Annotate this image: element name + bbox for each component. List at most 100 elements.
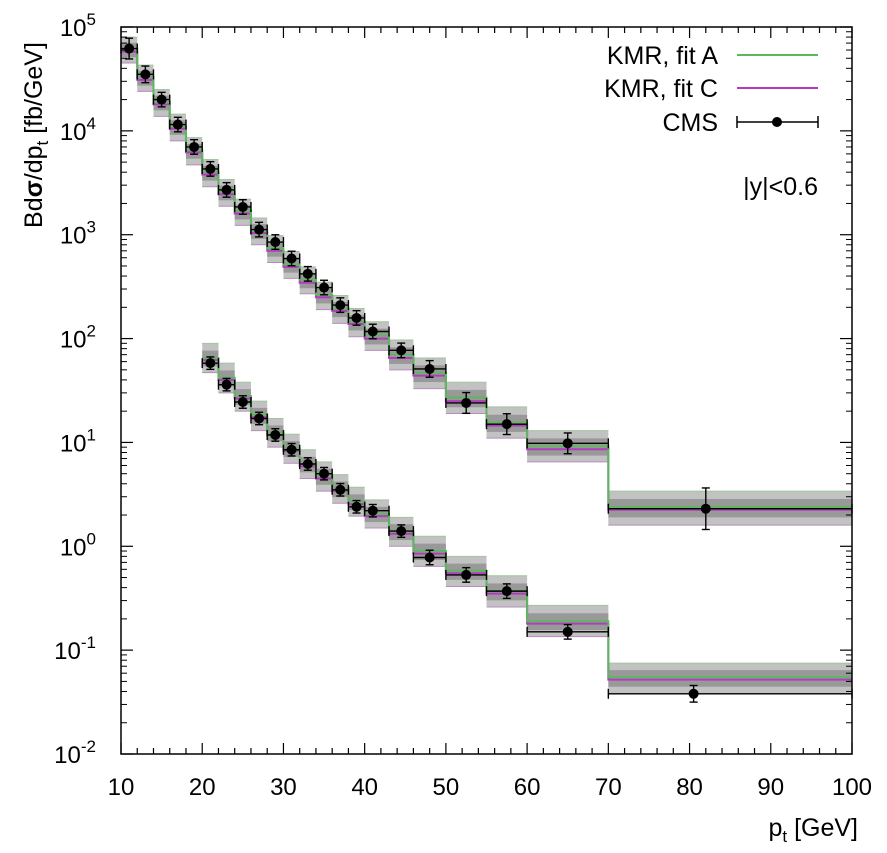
cms-marker	[302, 268, 313, 279]
cms-marker	[302, 458, 313, 469]
cms-marker	[424, 363, 435, 374]
cms-point-lower	[347, 499, 366, 514]
fit-c-line-upper	[121, 50, 852, 511]
cms-marker	[562, 626, 573, 637]
y-tick-label: 10-1	[54, 633, 96, 665]
cms-marker	[286, 444, 297, 455]
cms-marker	[319, 468, 330, 479]
cms-marker	[351, 501, 362, 512]
cms-marker	[700, 503, 711, 514]
cms-marker	[367, 505, 378, 516]
cms-marker	[124, 43, 135, 54]
x-tick-label: 60	[514, 774, 541, 801]
cms-point-upper	[363, 323, 390, 340]
cms-point-lower	[266, 428, 285, 442]
y-axis-label: Bdσ/dpt [fb/GeV]	[20, 42, 52, 228]
cms-point-upper	[201, 160, 220, 177]
cms-marker	[461, 397, 472, 408]
x-tick-label: 70	[595, 774, 622, 801]
y-tick-label: 101	[60, 425, 96, 457]
cms-marker	[156, 94, 167, 105]
cms-marker	[351, 312, 362, 323]
cms-point-lower	[298, 457, 317, 471]
cms-marker	[205, 358, 216, 369]
cms-point-lower	[526, 623, 610, 640]
cms-point-lower	[234, 395, 252, 409]
cms-point-lower	[412, 549, 447, 566]
cms-point-upper	[169, 116, 187, 133]
cms-marker	[367, 326, 378, 337]
cms-point-lower	[250, 411, 268, 426]
x-tick-label: 10	[108, 774, 135, 801]
cms-point-upper	[485, 413, 528, 436]
cms-point-lower	[331, 482, 350, 497]
cms-point-upper	[136, 65, 155, 84]
cms-point-lower	[282, 442, 301, 457]
cms-marker	[221, 379, 232, 390]
cms-point-upper	[250, 221, 268, 238]
cms-points	[120, 37, 853, 703]
cms-point-upper	[331, 297, 350, 314]
cms-marker	[172, 119, 183, 130]
band-inner-lower	[608, 670, 852, 687]
x-axis-ticks: 10 20 30 40 50 60 70 80 90 100	[108, 27, 872, 801]
cms-point-lower	[315, 466, 333, 481]
cms-point-upper	[445, 391, 488, 415]
cms-marker	[396, 345, 407, 356]
y-tick-label: 105	[60, 10, 96, 42]
legend-label-fit-a: KMR, fit A	[607, 42, 718, 70]
cms-marker	[396, 526, 407, 537]
y-tick-label: 103	[60, 218, 96, 250]
cms-marker	[237, 201, 248, 212]
legend: KMR, fit A KMR, fit C CMS	[604, 42, 819, 137]
cms-marker	[254, 224, 265, 235]
cms-point-lower	[388, 524, 415, 539]
plot-frame	[120, 26, 853, 755]
y-tick-label: 102	[60, 322, 96, 354]
cms-point-lower	[363, 503, 390, 518]
cms-marker	[270, 429, 281, 440]
cms-point-upper	[234, 198, 252, 215]
cms-marker	[237, 397, 248, 408]
cms-marker	[501, 586, 512, 597]
cms-marker	[501, 419, 512, 430]
cms-point-lower	[445, 566, 488, 583]
cms-point-upper	[185, 138, 203, 155]
cms-marker	[221, 184, 232, 195]
x-tick-label: 30	[270, 774, 297, 801]
cms-marker	[424, 552, 435, 563]
x-tick-label: 80	[676, 774, 703, 801]
cms-point-upper	[282, 250, 301, 267]
y-tick-label: 100	[60, 529, 96, 561]
x-tick-label: 90	[757, 774, 784, 801]
cms-point-upper	[152, 91, 171, 108]
cms-point-upper	[315, 279, 333, 296]
cms-marker	[189, 141, 200, 152]
x-tick-label: 40	[351, 774, 378, 801]
x-tick-label: 50	[433, 774, 460, 801]
cms-point-upper	[412, 359, 447, 378]
cms-marker	[140, 69, 151, 80]
cms-point-upper	[388, 342, 415, 359]
y-tick-label: 104	[60, 114, 96, 146]
cms-marker	[270, 237, 281, 248]
y-axis-ticks: 10-2 10-1 100 101 102 103 104 105	[54, 10, 852, 769]
rapidity-annotation: |y|<0.6	[743, 173, 818, 201]
cms-point-upper	[298, 265, 317, 282]
cms-marker	[562, 438, 573, 449]
axes-box	[120, 26, 853, 755]
band-inner-upper	[315, 288, 333, 304]
cms-point-lower	[485, 583, 528, 600]
cms-point-upper	[526, 432, 610, 455]
x-tick-label: 20	[189, 774, 216, 801]
x-axis-label: pt [GeV]	[768, 814, 858, 846]
cms-marker	[254, 413, 265, 424]
cms-marker	[688, 688, 699, 699]
cms-point-lower	[201, 356, 220, 371]
cms-point-upper	[347, 309, 366, 326]
cms-point-lower	[217, 377, 236, 392]
x-tick-label: 100	[832, 774, 872, 801]
cms-marker	[205, 163, 216, 174]
cms-point-upper	[266, 234, 285, 251]
